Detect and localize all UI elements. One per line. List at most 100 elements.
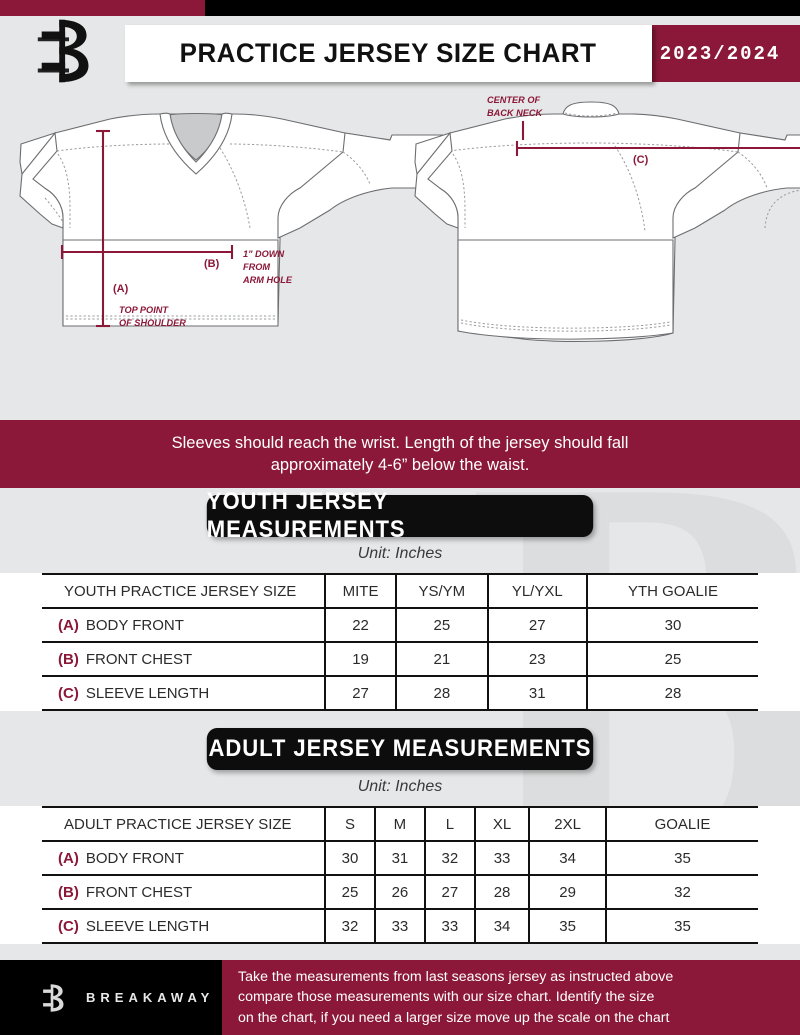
youth-section-pill: YOUTH JERSEY MEASUREMENTS	[206, 488, 594, 543]
front-b-note-line2: FROM	[243, 262, 270, 272]
adult-cell-1-0: 25	[324, 875, 375, 910]
adult-row-2-marker: (C)	[58, 917, 79, 935]
adult-section: ADULT JERSEY MEASUREMENTS Unit: Inches A…	[0, 728, 800, 944]
youth-cell-1-2: 23	[486, 642, 587, 677]
adult-cell-1-3: 28	[473, 875, 530, 910]
youth-cell-1-3: 25	[585, 642, 758, 677]
fit-note-line1: Sleeves should reach the wrist. Length o…	[171, 433, 629, 452]
year-badge-background	[640, 25, 800, 82]
youth-cell-2-0: 27	[323, 676, 397, 711]
youth-col-2: YL/YXL	[486, 573, 587, 609]
adult-cell-1-1: 26	[373, 875, 425, 910]
front-marker-b: (B)	[204, 258, 220, 270]
youth-cell-1-1: 21	[395, 642, 488, 677]
adult-unit-label: Unit: Inches	[357, 778, 443, 795]
footer-brand-name: BREAKAWAY	[86, 990, 215, 1005]
youth-row-2-marker: (C)	[58, 684, 79, 702]
adult-table-header-row: ADULT PRACTICE JERSEY SIZE S M L XL 2XL …	[42, 806, 758, 842]
footer-text-line2: compare those measurements with our size…	[238, 989, 655, 1006]
youth-cell-2-3: 28	[585, 676, 758, 711]
youth-col-0: MITE	[323, 573, 397, 609]
youth-col-1: YS/YM	[395, 573, 488, 609]
back-neck-note-line2: BACK NECK	[487, 108, 543, 118]
breakaway-b-logo-icon	[43, 983, 64, 1012]
adult-cell-2-4: 35	[528, 909, 606, 944]
adult-cell-2-1: 33	[373, 909, 425, 944]
adult-col-2: L	[423, 806, 475, 842]
youth-row-2-label: SLEEVE LENGTH	[85, 684, 210, 702]
footer-instructions: Take the measurements from last seasons …	[222, 960, 800, 1035]
youth-cell-0-2: 27	[486, 608, 587, 643]
adult-cell-0-1: 31	[373, 841, 425, 876]
page-footer: BREAKAWAY Take the measurements from las…	[0, 960, 800, 1035]
youth-row-1-label: FRONT CHEST	[85, 650, 193, 668]
adult-cell-0-2: 32	[423, 841, 475, 876]
youth-table-header-row: YOUTH PRACTICE JERSEY SIZE MITE YS/YM YL…	[42, 573, 758, 609]
breakaway-b-logo-icon	[30, 12, 108, 90]
youth-row-0-label: BODY FRONT	[85, 616, 184, 634]
fit-note-line2: approximately 4-6” below the waist.	[270, 456, 530, 474]
adult-row-1-label: FRONT CHEST	[85, 883, 193, 901]
back-neck-note-line1: CENTER OF	[487, 95, 540, 105]
youth-cell-0-1: 25	[395, 608, 488, 643]
youth-unit-label: Unit: Inches	[357, 545, 443, 562]
adult-row-1-marker: (B)	[58, 883, 79, 901]
top-strip-maroon	[0, 0, 205, 16]
jersey-diagrams: .body{fill:#ffffff;stroke:#6d6e71;stroke…	[0, 88, 800, 418]
youth-cell-2-1: 28	[395, 676, 488, 711]
footer-text-line1: Take the measurements from last seasons …	[238, 969, 674, 986]
season-year-badge: 2023/2024	[659, 42, 781, 65]
adult-cell-0-3: 33	[473, 841, 530, 876]
title-box: PRACTICE JERSEY SIZE CHART	[125, 25, 652, 82]
adult-cell-2-2: 33	[423, 909, 475, 944]
back-jersey-illustration: (C) CENTER OF BACK NECK	[414, 95, 800, 342]
front-marker-a: (A)	[113, 283, 129, 295]
youth-cell-0-3: 30	[585, 608, 758, 643]
adult-col-1: M	[373, 806, 425, 842]
youth-col-3: YTH GOALIE	[585, 573, 758, 609]
adult-cell-1-5: 32	[605, 875, 758, 910]
youth-row-0-marker: (A)	[58, 616, 79, 634]
adult-measurements-table: ADULT PRACTICE JERSEY SIZE S M L XL 2XL …	[42, 806, 758, 944]
table-row: (B) FRONT CHEST 19 21 23 25	[42, 642, 758, 677]
front-b-note-line3: ARM HOLE	[242, 275, 293, 285]
front-a-note-line2: OF SHOULDER	[119, 318, 186, 328]
adult-col-5: GOALIE	[605, 806, 758, 842]
adult-cell-2-3: 34	[473, 909, 530, 944]
table-row: (A) BODY FRONT 30 31 32 33 34 35	[42, 841, 758, 876]
front-b-note-line1: 1" DOWN	[243, 249, 284, 259]
front-a-note-line1: TOP POINT	[119, 305, 169, 315]
page-title: PRACTICE JERSEY SIZE CHART	[180, 38, 597, 68]
youth-cell-2-2: 31	[486, 676, 587, 711]
page-header: PRACTICE JERSEY SIZE CHART 2023/2024	[0, 16, 800, 88]
youth-cell-1-0: 19	[323, 642, 397, 677]
adult-row-0-label: BODY FRONT	[85, 849, 184, 867]
adult-col-0: S	[324, 806, 375, 842]
table-row: (C) SLEEVE LENGTH 27 28 31 28	[42, 676, 758, 711]
table-row: (A) BODY FRONT 22 25 27 30	[42, 608, 758, 643]
footer-text-line3: on the chart, if you need a larger size …	[238, 1009, 670, 1026]
youth-size-header: YOUTH PRACTICE JERSEY SIZE	[42, 573, 325, 609]
adult-section-pill: ADULT JERSEY MEASUREMENTS	[206, 728, 594, 770]
adult-cell-1-4: 29	[528, 875, 606, 910]
table-row: (C) SLEEVE LENGTH 32 33 33 34 35 35	[42, 909, 758, 944]
adult-row-0-marker: (A)	[58, 849, 79, 867]
footer-brand: BREAKAWAY	[0, 960, 222, 1035]
table-row: (B) FRONT CHEST 25 26 27 28 29 32	[42, 875, 758, 910]
adult-cell-0-0: 30	[324, 841, 375, 876]
youth-section: YOUTH JERSEY MEASUREMENTS Unit: Inches Y…	[0, 488, 800, 711]
adult-size-header: ADULT PRACTICE JERSEY SIZE	[42, 806, 325, 842]
adult-cell-2-5: 35	[605, 909, 758, 944]
youth-measurements-table: YOUTH PRACTICE JERSEY SIZE MITE YS/YM YL…	[42, 573, 758, 711]
adult-col-4: 2XL	[528, 806, 606, 842]
adult-col-3: XL	[473, 806, 530, 842]
adult-cell-2-0: 32	[324, 909, 375, 944]
fit-note-banner: Sleeves should reach the wrist. Length o…	[0, 420, 800, 488]
youth-row-1-marker: (B)	[58, 650, 79, 668]
adult-cell-1-2: 27	[423, 875, 475, 910]
back-marker-c: (C)	[633, 154, 649, 166]
adult-cell-0-4: 34	[528, 841, 606, 876]
youth-cell-0-0: 22	[323, 608, 397, 643]
adult-row-2-label: SLEEVE LENGTH	[85, 917, 210, 935]
adult-cell-0-5: 35	[605, 841, 758, 876]
